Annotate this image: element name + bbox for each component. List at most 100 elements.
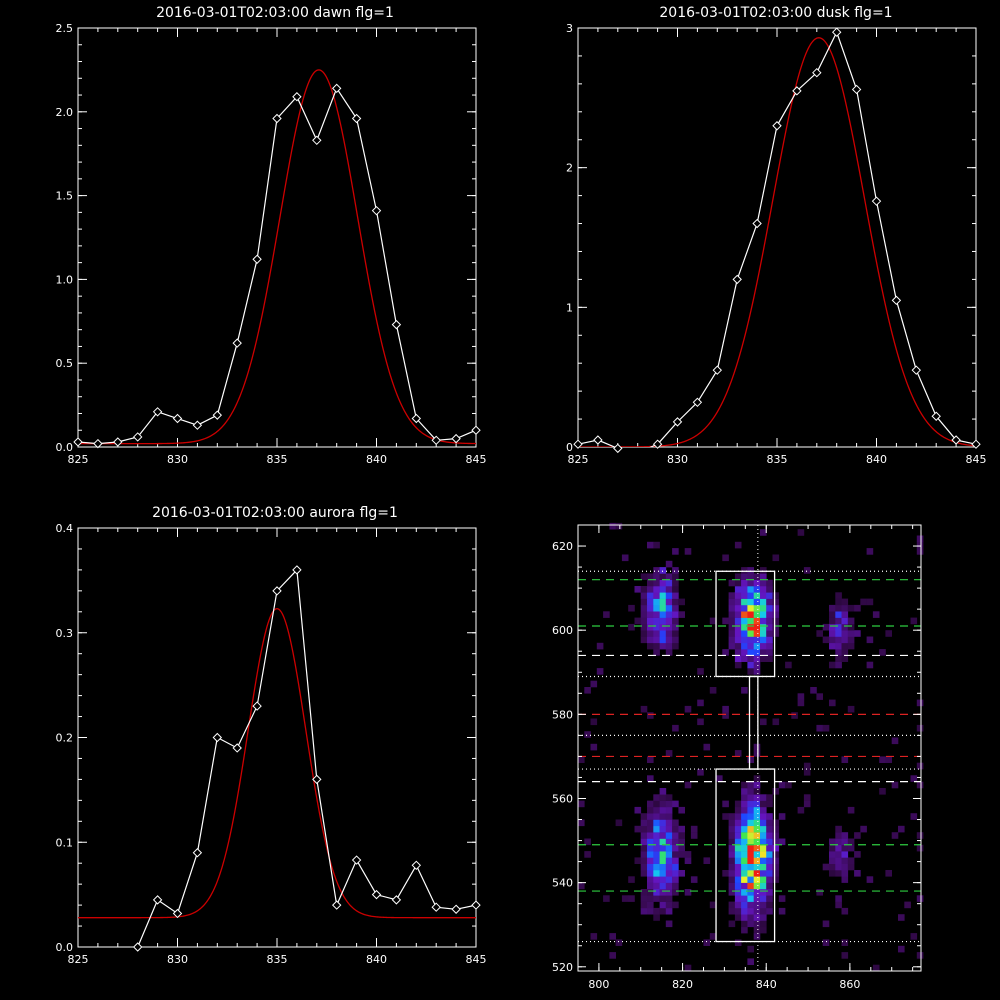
heatmap-cell bbox=[722, 870, 729, 877]
heatmap-cell bbox=[741, 630, 748, 637]
aurora-x-tick-label: 840 bbox=[366, 953, 387, 966]
dusk-axes-frame bbox=[577, 27, 977, 448]
heatmap-cell bbox=[760, 832, 767, 839]
heatmap-cell bbox=[734, 604, 742, 612]
heatmap-cell bbox=[647, 889, 654, 896]
heatmap-cell bbox=[803, 567, 811, 574]
heatmap-cell bbox=[665, 882, 673, 890]
heatmap-cell bbox=[653, 813, 660, 820]
dawn-x-tick-label: 845 bbox=[466, 453, 487, 466]
dawn-data-point bbox=[272, 113, 282, 124]
heatmap-cell bbox=[753, 844, 761, 852]
heatmap-cell bbox=[747, 806, 754, 814]
heatmap-cell bbox=[860, 825, 867, 833]
heatmap-cell bbox=[659, 870, 667, 877]
heatmap-cell bbox=[653, 819, 660, 827]
heatmap-cell bbox=[916, 844, 924, 852]
heatmap-cell bbox=[728, 825, 736, 833]
heatmap-cell bbox=[653, 573, 660, 580]
heatmap-cell bbox=[741, 687, 748, 694]
dusk-panel: 2016-03-01T02:03:00 dusk flg=1 825 830 835… bbox=[566, 5, 987, 466]
dawn-y-tick-label: 2.0 bbox=[56, 106, 74, 119]
heatmap-cell bbox=[665, 851, 673, 858]
heatmap-y-tick-label: 520 bbox=[552, 961, 573, 974]
heatmap-y-tick-label: 620 bbox=[552, 540, 573, 553]
heatmap-cell bbox=[772, 617, 780, 625]
heatmap-cell bbox=[841, 844, 849, 852]
heatmap-cell bbox=[728, 920, 736, 928]
heatmap-cell bbox=[640, 598, 648, 606]
heatmap-cell bbox=[747, 895, 754, 902]
heatmap-cell bbox=[747, 901, 754, 909]
heatmap-cell bbox=[766, 851, 773, 858]
heatmap-cell bbox=[697, 699, 704, 707]
heatmap-cell bbox=[709, 617, 717, 625]
heatmap-cell bbox=[772, 623, 780, 631]
heatmap-cell bbox=[634, 825, 642, 833]
heatmap-cell bbox=[734, 623, 742, 631]
heatmap-cell bbox=[747, 819, 754, 827]
dawn-data-point bbox=[152, 407, 163, 417]
heatmap-cell bbox=[841, 642, 849, 650]
heatmap-cell bbox=[760, 567, 767, 574]
heatmap-cell bbox=[835, 642, 842, 650]
heatmap-cell bbox=[753, 832, 761, 839]
heatmap-cell bbox=[829, 838, 836, 846]
heatmap-cell bbox=[847, 636, 855, 644]
heatmap-cell bbox=[665, 623, 673, 631]
heatmap-cell bbox=[684, 851, 692, 858]
heatmap-cell bbox=[772, 851, 780, 858]
heatmap-cell bbox=[816, 630, 823, 637]
heatmap-cell bbox=[640, 901, 648, 909]
heatmap-cell bbox=[891, 737, 899, 745]
heatmap-cell bbox=[760, 907, 767, 915]
heatmap-cell bbox=[854, 832, 861, 839]
heatmap-cell bbox=[803, 794, 811, 801]
heatmap-cell bbox=[760, 592, 767, 599]
heatmap-cell bbox=[659, 832, 667, 839]
heatmap-cell bbox=[603, 611, 610, 618]
heatmap-cell bbox=[753, 604, 761, 612]
heatmap-cell bbox=[772, 832, 780, 839]
heatmap-cell bbox=[703, 743, 711, 751]
heatmap-cell bbox=[741, 895, 748, 902]
heatmap-cell bbox=[634, 586, 642, 593]
heatmap-cell bbox=[640, 870, 648, 877]
heatmap-cell bbox=[609, 522, 616, 530]
heatmap-cell bbox=[665, 819, 673, 827]
heatmap-cell bbox=[772, 870, 780, 877]
heatmap-cell bbox=[753, 920, 761, 928]
heatmap-cell bbox=[728, 636, 736, 644]
heatmap-cell bbox=[734, 895, 742, 902]
dusk-data-point bbox=[971, 439, 981, 449]
heatmap-cell bbox=[766, 636, 773, 644]
heatmap-cell bbox=[829, 642, 836, 650]
heatmap-cell bbox=[647, 838, 654, 846]
heatmap-cell bbox=[766, 617, 773, 625]
dawn-y-tick-label: 2.5 bbox=[56, 22, 74, 35]
heatmap-cell bbox=[810, 687, 817, 694]
heatmap-cell bbox=[634, 857, 642, 864]
heatmap-cell bbox=[766, 838, 773, 846]
heatmap-cell bbox=[753, 775, 761, 782]
heatmap-cell bbox=[728, 630, 736, 637]
heatmap-cell bbox=[659, 838, 667, 846]
heatmap-cell bbox=[741, 870, 748, 877]
heatmap-cell bbox=[741, 825, 748, 833]
heatmap-cell bbox=[647, 573, 654, 580]
heatmap-cell bbox=[785, 781, 792, 789]
dusk-data-point bbox=[652, 439, 663, 449]
heatmap-cell bbox=[841, 623, 849, 631]
heatmap-cell bbox=[747, 889, 754, 896]
heatmap-cell bbox=[653, 623, 660, 631]
dawn-y-tick-label: 0.0 bbox=[56, 441, 74, 454]
heatmap-cell bbox=[615, 939, 623, 946]
heatmap-cell bbox=[609, 952, 616, 959]
heatmap-cell bbox=[659, 800, 667, 808]
heatmap-cell bbox=[747, 604, 754, 612]
heatmap-cell bbox=[728, 857, 736, 864]
heatmap-cell bbox=[760, 655, 767, 662]
heatmap-cell bbox=[760, 889, 767, 896]
heatmap-cell bbox=[778, 838, 786, 846]
heatmap-cell bbox=[659, 889, 667, 896]
